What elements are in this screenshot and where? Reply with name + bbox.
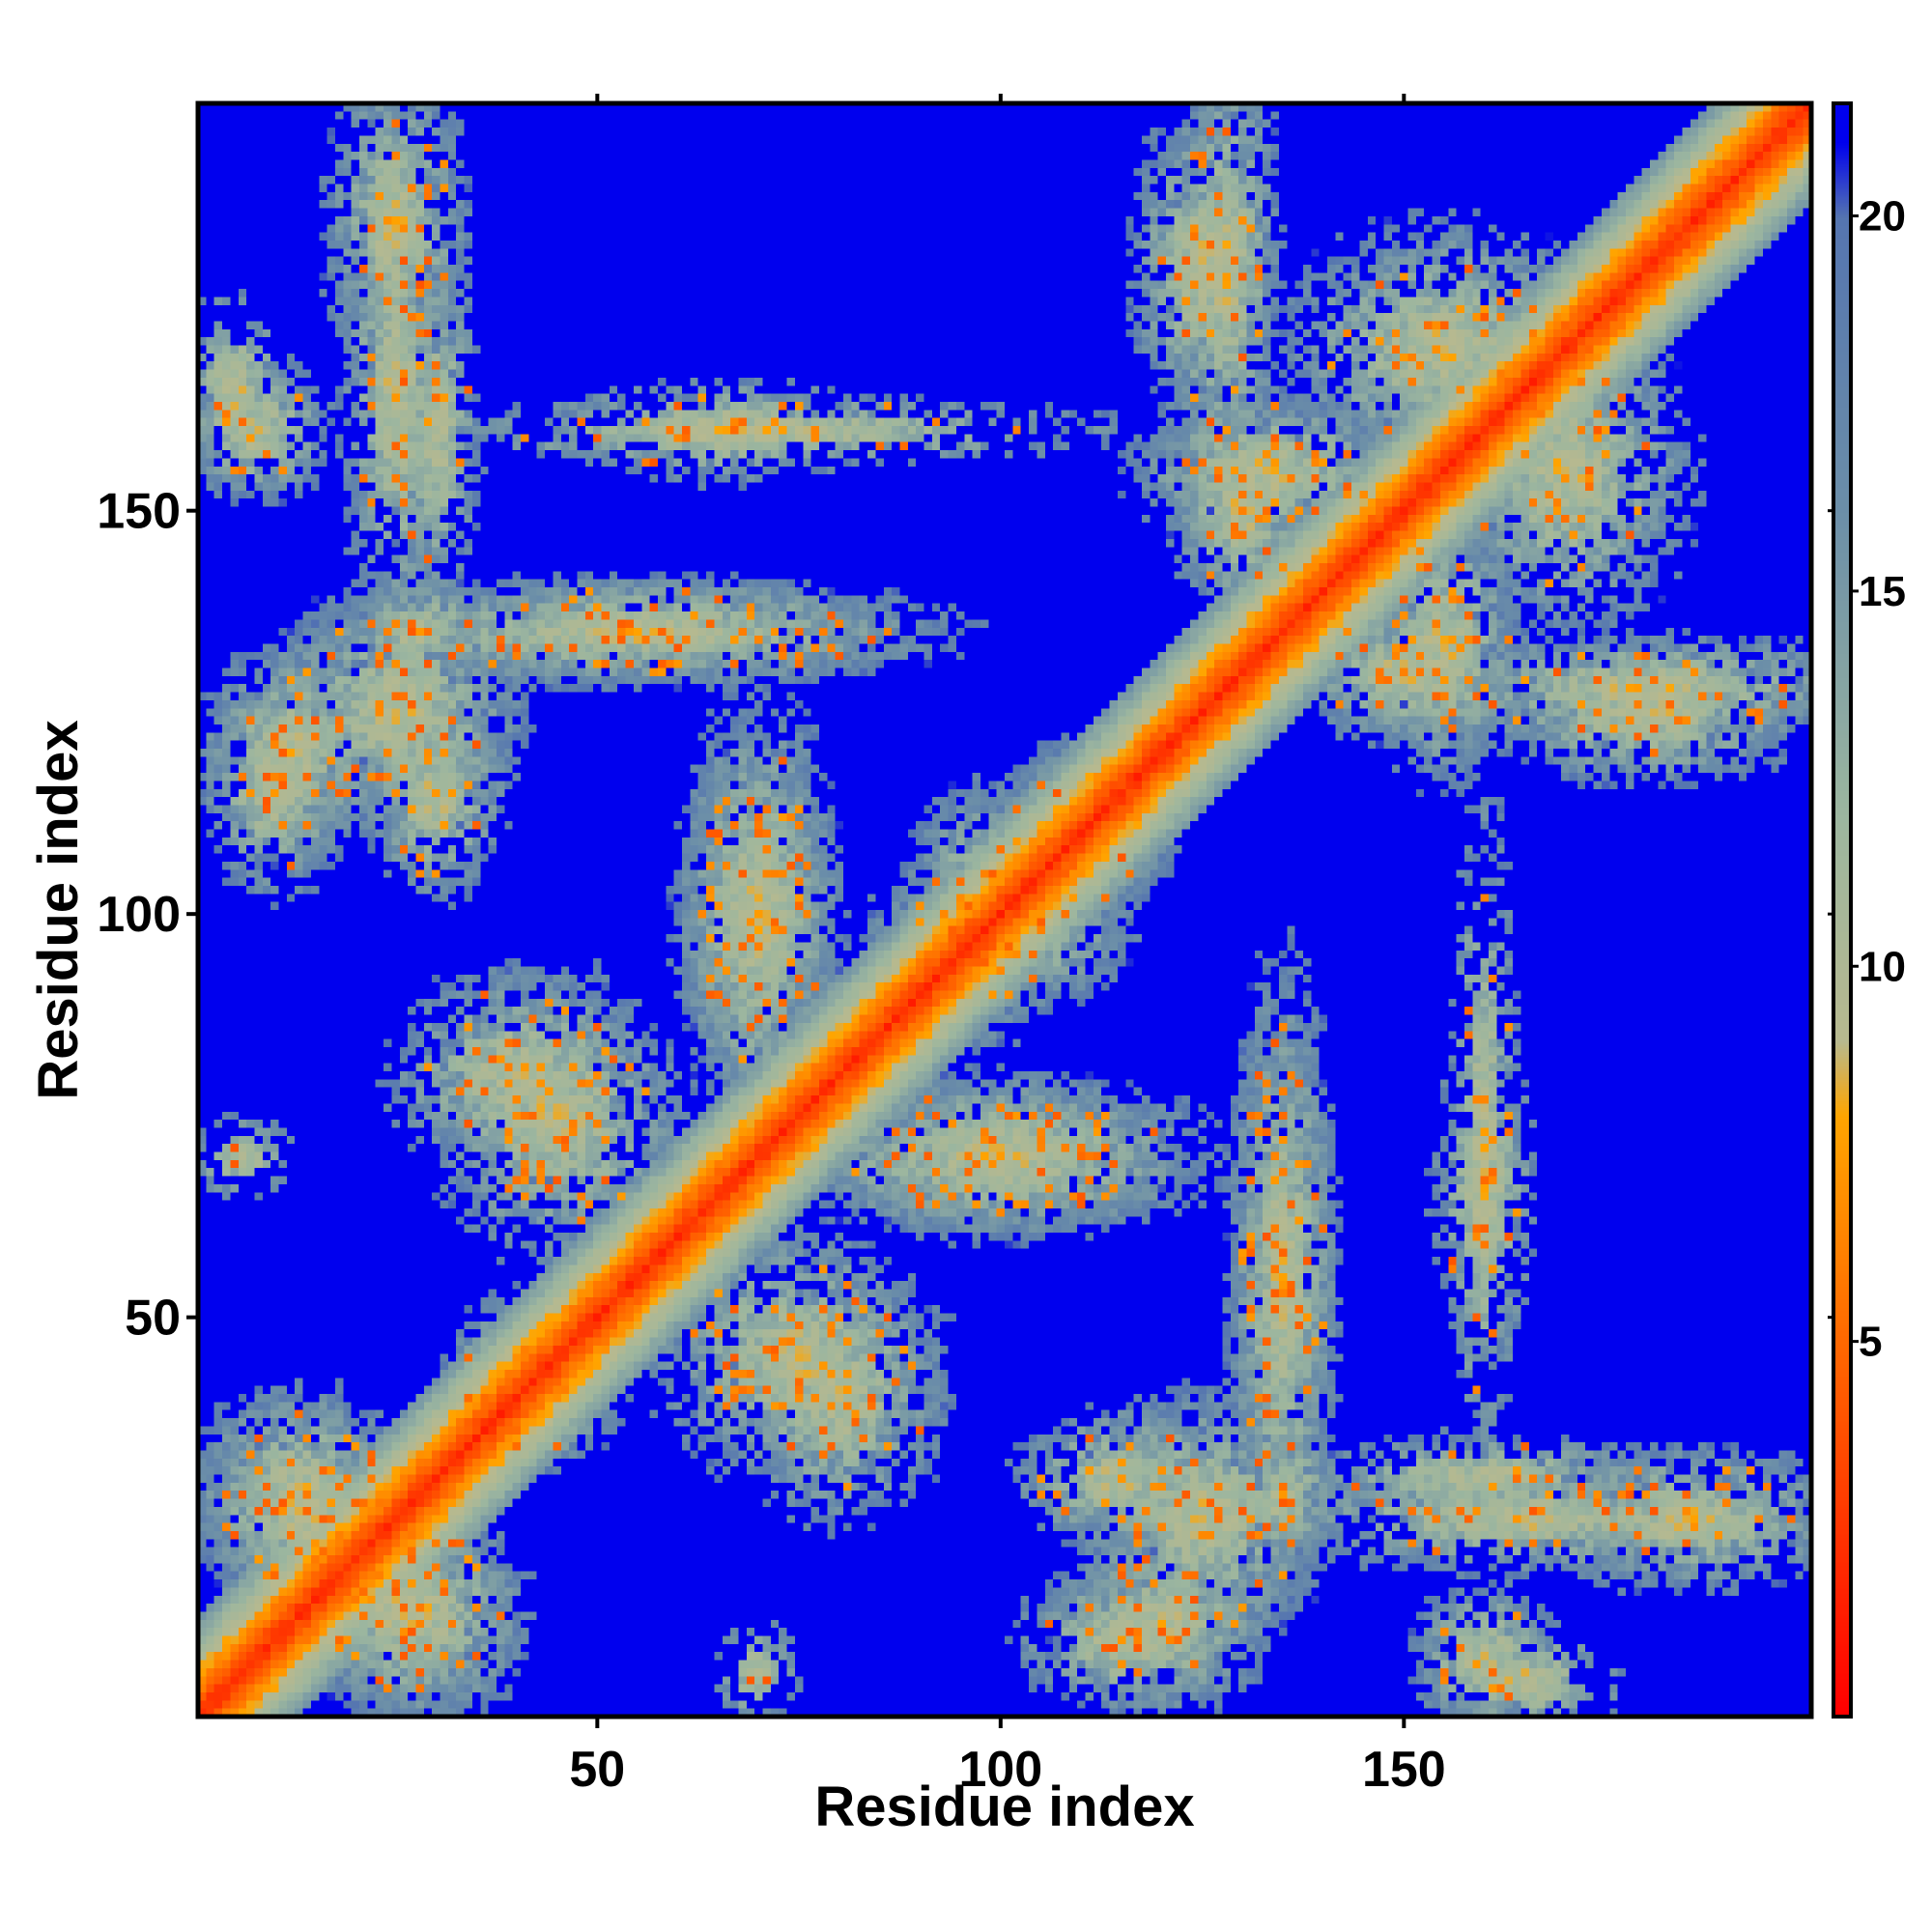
y-tick-label: 50	[125, 1291, 181, 1347]
plot-frame	[195, 100, 1814, 1719]
colorbar-tick-label: 15	[1859, 568, 1906, 615]
y-tick-label: 150	[97, 484, 181, 540]
y-tick-label: 100	[97, 887, 181, 943]
x-axis-ticks: 50 100 150	[569, 94, 1446, 1798]
colorbar-tick-label: 20	[1859, 193, 1906, 241]
colorbar-tick-label: 10	[1859, 943, 1906, 990]
x-tick-label: 100	[958, 1742, 1042, 1798]
y-axis-ticks: 50 100 150	[97, 484, 198, 1347]
heatmap-plot-area	[198, 103, 1811, 1717]
x-tick-label: 150	[1362, 1742, 1446, 1798]
colorbar-frame	[1832, 101, 1853, 1719]
x-tick-label: 50	[569, 1742, 625, 1798]
colorbar-ticks: 5 10 15 20	[1828, 193, 1906, 1366]
colorbar-tick-label: 5	[1859, 1319, 1882, 1366]
x-axis-title: Residue index	[814, 1776, 1194, 1838]
y-axis-title: Residue index	[27, 720, 90, 1099]
colorbar	[1833, 103, 1851, 1717]
